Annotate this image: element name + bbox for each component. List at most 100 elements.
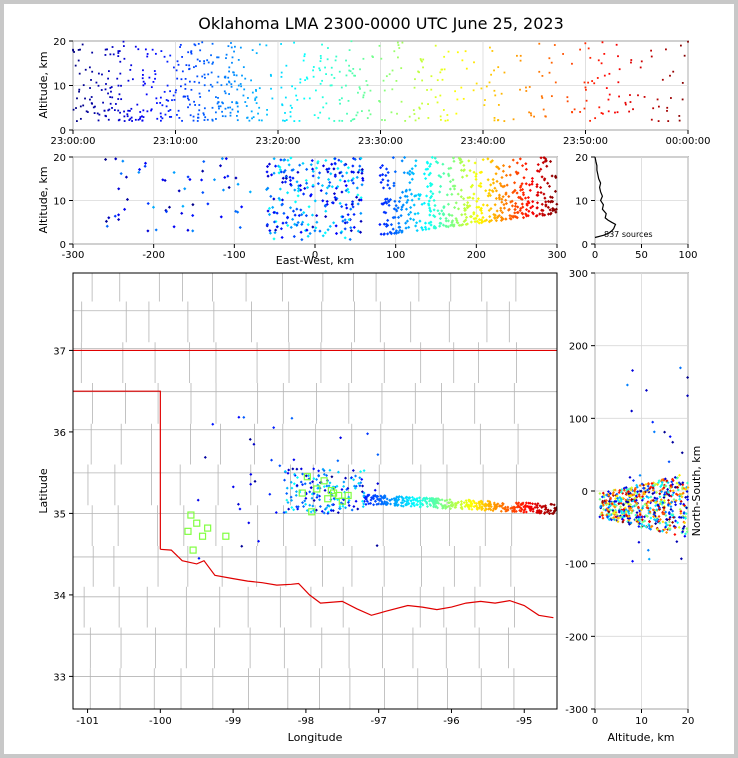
- east-west-point: [389, 231, 393, 235]
- plan-view-point: [467, 504, 471, 508]
- time-height-point: [150, 109, 152, 112]
- east-west-point: [477, 205, 481, 209]
- time-height-point: [248, 119, 251, 122]
- east-west-point: [521, 191, 525, 195]
- time-height-point: [624, 103, 627, 106]
- time-height-point: [223, 90, 226, 93]
- east-west-point: [481, 215, 485, 220]
- north-south-point: [598, 492, 602, 496]
- east-west-point: [427, 199, 431, 203]
- east-west-point: [167, 205, 172, 209]
- east-west-point: [540, 202, 544, 206]
- plan-view-point: [345, 488, 349, 492]
- time-height-point: [239, 46, 242, 49]
- east-west-point: [267, 212, 272, 217]
- time-height-point: [175, 89, 177, 92]
- north-south-point: [609, 518, 613, 522]
- north-south-point: [650, 524, 654, 528]
- east-west-point: [191, 229, 195, 233]
- east-west-point: [521, 205, 525, 209]
- east-west-point: [105, 224, 109, 228]
- plan-view-point: [326, 511, 330, 515]
- east-west-point: [386, 223, 390, 227]
- time-height-point: [589, 56, 592, 59]
- plan-view-point: [282, 511, 286, 515]
- time-height-point: [96, 112, 99, 115]
- time-height-point: [207, 61, 210, 64]
- time-height-point: [78, 88, 81, 91]
- east-west-point: [471, 196, 475, 200]
- east-west-point: [293, 213, 297, 217]
- east-west-point: [349, 207, 353, 211]
- plan-view-point: [394, 501, 398, 505]
- plan-view-point: [310, 496, 314, 500]
- east-west-point: [360, 167, 364, 172]
- plan-view-point: [350, 476, 354, 480]
- east-west-point: [307, 205, 311, 209]
- east-west-point: [545, 164, 549, 168]
- time-height-xtick-label: 23:10:00: [153, 136, 198, 147]
- time-height-point: [271, 97, 274, 100]
- time-height-point: [139, 116, 142, 119]
- time-height-point: [177, 63, 180, 66]
- time-height-point: [154, 77, 156, 80]
- east-west-point: [523, 196, 528, 200]
- east-west-point: [530, 211, 535, 215]
- north-south-point: [640, 518, 644, 522]
- time-height-point: [182, 95, 185, 98]
- east-west-point: [328, 224, 332, 229]
- east-west-point: [183, 187, 187, 191]
- east-west-point: [218, 164, 223, 168]
- east-west-point: [359, 211, 363, 215]
- east-west-point: [459, 168, 464, 172]
- plan-view-point: [362, 469, 366, 473]
- east-west-point: [476, 197, 480, 201]
- plan-view-point: [332, 497, 336, 501]
- east-west-point: [392, 181, 396, 185]
- plan-view-point: [535, 509, 539, 513]
- east-west-point: [143, 164, 147, 168]
- time-height-point: [475, 82, 478, 85]
- time-height-point: [144, 82, 146, 85]
- time-height-point: [230, 42, 232, 44]
- time-height-point: [107, 92, 109, 95]
- plan-view-point: [459, 499, 463, 503]
- time-height-point: [333, 77, 336, 79]
- time-height-point: [109, 102, 112, 105]
- east-west-point: [345, 171, 349, 175]
- east-west-point: [431, 192, 435, 196]
- time-height-point: [329, 84, 332, 87]
- north-south-point: [670, 500, 674, 504]
- east-west-point: [223, 175, 227, 180]
- east-west-point: [300, 222, 304, 226]
- plan-view-point: [354, 499, 358, 503]
- north-south-point: [647, 557, 651, 561]
- time-height-point: [346, 112, 348, 115]
- east-west-point: [326, 228, 330, 232]
- north-south-point: [671, 520, 675, 524]
- east-west-point: [265, 222, 269, 227]
- plan-view-point: [551, 512, 555, 516]
- time-height-point: [123, 110, 125, 113]
- north-south-point: [635, 485, 639, 489]
- east-west-point: [490, 189, 494, 193]
- time-height-point: [237, 110, 240, 113]
- time-height-point: [519, 59, 522, 62]
- east-west-point: [321, 164, 326, 168]
- north-south-ytick-label: -100: [565, 560, 588, 571]
- east-west-point: [277, 171, 281, 175]
- east-west-point: [478, 208, 483, 212]
- time-height-point: [446, 114, 449, 116]
- north-south-point: [657, 529, 661, 533]
- north-south-point: [673, 532, 677, 536]
- time-height-point: [142, 69, 144, 72]
- time-height-point: [237, 84, 240, 87]
- plan-view-point: [203, 455, 207, 459]
- east-west-xtick-label: -100: [223, 250, 246, 261]
- east-west-point: [401, 203, 405, 207]
- north-south-point: [635, 501, 639, 505]
- time-height-point: [77, 49, 80, 51]
- east-west-point: [403, 155, 407, 160]
- east-west-point: [407, 225, 411, 229]
- east-west-point: [154, 228, 158, 232]
